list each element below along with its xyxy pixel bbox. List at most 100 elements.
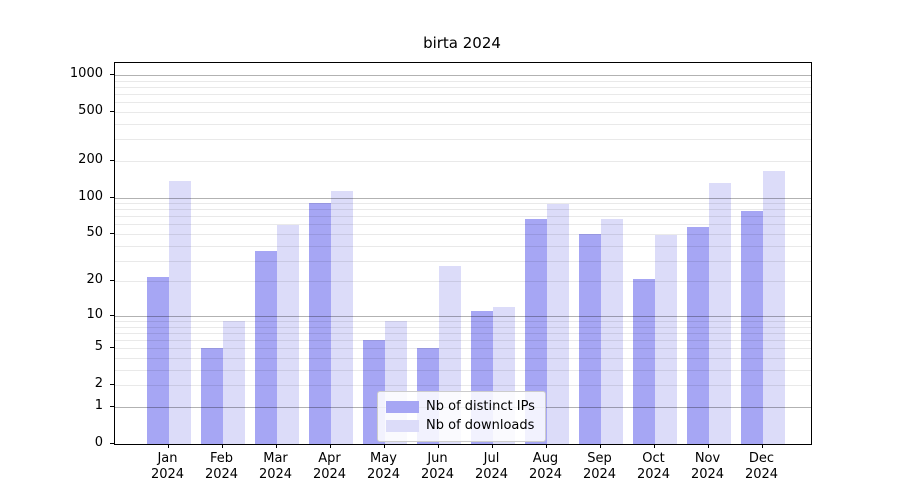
bar-downloads-feb <box>222 321 245 444</box>
x-tick-mark <box>545 444 547 448</box>
gridline-minor <box>115 234 811 235</box>
chart-title: birta 2024 <box>423 34 501 52</box>
bar-downloads-aug <box>546 203 569 444</box>
x-tick-label: Sep 2024 <box>582 451 617 482</box>
y-tick-mark <box>110 314 114 316</box>
gridline-minor <box>115 369 811 371</box>
legend-swatch-downloads <box>386 419 419 432</box>
x-tick-mark <box>383 444 385 448</box>
y-tick-mark <box>110 406 114 407</box>
bar-ips-oct <box>632 278 655 444</box>
y-tick-label: 1000 <box>69 65 103 81</box>
gridline-minor <box>115 139 811 141</box>
y-tick-label: 1 <box>94 398 103 413</box>
gridline-minor <box>115 86 811 88</box>
y-tick-mark <box>110 110 114 112</box>
bar-downloads-dec <box>762 170 785 444</box>
gridline-minor <box>115 224 811 226</box>
y-tick-label: 0 <box>94 435 103 450</box>
gridline-minor <box>115 216 811 218</box>
x-tick-mark <box>491 444 493 448</box>
x-tick-label: Apr 2024 <box>312 451 347 482</box>
gridline-minor <box>115 209 811 211</box>
y-tick-label: 50 <box>86 225 103 240</box>
gridline-minor <box>115 348 811 350</box>
x-tick-label: May 2024 <box>366 451 401 482</box>
y-tick-mark <box>110 384 114 386</box>
gridline-minor <box>115 94 811 95</box>
legend-swatch-ips <box>386 400 419 413</box>
bar-ips-nov <box>686 227 709 444</box>
gridline-minor <box>115 245 811 247</box>
gridline-major <box>115 315 811 317</box>
bar-ips-feb <box>200 348 223 444</box>
x-tick-mark <box>167 444 169 448</box>
x-tick-mark <box>599 444 601 448</box>
gridline-minor <box>115 358 811 359</box>
y-tick-label: 2 <box>94 376 103 392</box>
x-tick-label: Nov 2024 <box>690 451 725 482</box>
bar-downloads-nov <box>708 182 731 444</box>
gridline-minor <box>115 160 811 162</box>
y-tick-label: 100 <box>78 188 103 204</box>
bar-ips-sep <box>578 234 601 444</box>
bar-downloads-apr <box>330 191 353 444</box>
gridline-minor <box>115 332 811 334</box>
gridline-minor <box>115 281 811 283</box>
y-tick-label: 20 <box>86 272 103 288</box>
y-tick-mark <box>110 233 114 234</box>
gridline-minor <box>115 203 811 204</box>
bar-downloads-mar <box>276 225 299 444</box>
x-tick-label: Mar 2024 <box>258 451 293 482</box>
x-tick-label: Jul 2024 <box>474 451 509 482</box>
bar-downloads-oct <box>654 235 677 444</box>
legend-row-ips: Nb of distinct IPs <box>386 397 537 416</box>
bar-ips-dec <box>740 211 763 444</box>
gridline-minor <box>115 123 811 125</box>
bar-ips-apr <box>308 203 331 444</box>
bar-ips-jan <box>146 276 169 444</box>
x-tick-label: Oct 2024 <box>636 451 671 482</box>
legend-label-ips: Nb of distinct IPs <box>426 399 535 414</box>
x-tick-mark <box>275 444 277 448</box>
plot-area <box>114 62 812 445</box>
gridline-major <box>115 197 811 199</box>
legend-row-downloads: Nb of downloads <box>386 416 537 435</box>
x-tick-mark <box>221 444 223 448</box>
gridline-minor <box>115 102 811 104</box>
x-tick-mark <box>653 444 655 448</box>
legend-label-downloads: Nb of downloads <box>426 418 535 433</box>
y-tick-mark <box>110 73 114 75</box>
gridlines-layer <box>115 63 811 444</box>
gridline-major <box>115 74 811 76</box>
gridline-minor <box>115 340 811 342</box>
y-tick-mark <box>110 280 114 282</box>
y-tick-mark <box>110 443 114 444</box>
gridline-minor <box>115 321 811 322</box>
bar-ips-aug <box>524 219 547 444</box>
x-tick-mark <box>761 444 763 448</box>
x-tick-label: Jan 2024 <box>150 451 185 482</box>
y-tick-label: 200 <box>78 151 103 167</box>
gridline-minor <box>115 260 811 262</box>
y-tick-label: 5 <box>94 339 103 355</box>
gridline-minor <box>115 326 811 328</box>
bar-downloads-jan <box>168 181 191 444</box>
y-tick-mark <box>110 347 114 349</box>
y-tick-label: 10 <box>86 306 103 322</box>
legend: Nb of distinct IPs Nb of downloads <box>377 391 546 442</box>
gridline-minor <box>115 111 811 113</box>
bar-downloads-sep <box>600 219 623 444</box>
gridline-minor <box>115 385 811 387</box>
x-tick-label: Feb 2024 <box>204 451 239 482</box>
gridline-minor <box>115 80 811 82</box>
x-tick-mark <box>329 444 331 448</box>
y-tick-label: 500 <box>78 102 103 118</box>
bar-ips-mar <box>254 251 277 444</box>
y-tick-mark <box>110 159 114 161</box>
x-tick-mark <box>437 444 439 448</box>
x-tick-mark <box>707 444 709 448</box>
x-tick-label: Dec 2024 <box>744 451 779 482</box>
x-tick-label: Jun 2024 <box>420 451 455 482</box>
